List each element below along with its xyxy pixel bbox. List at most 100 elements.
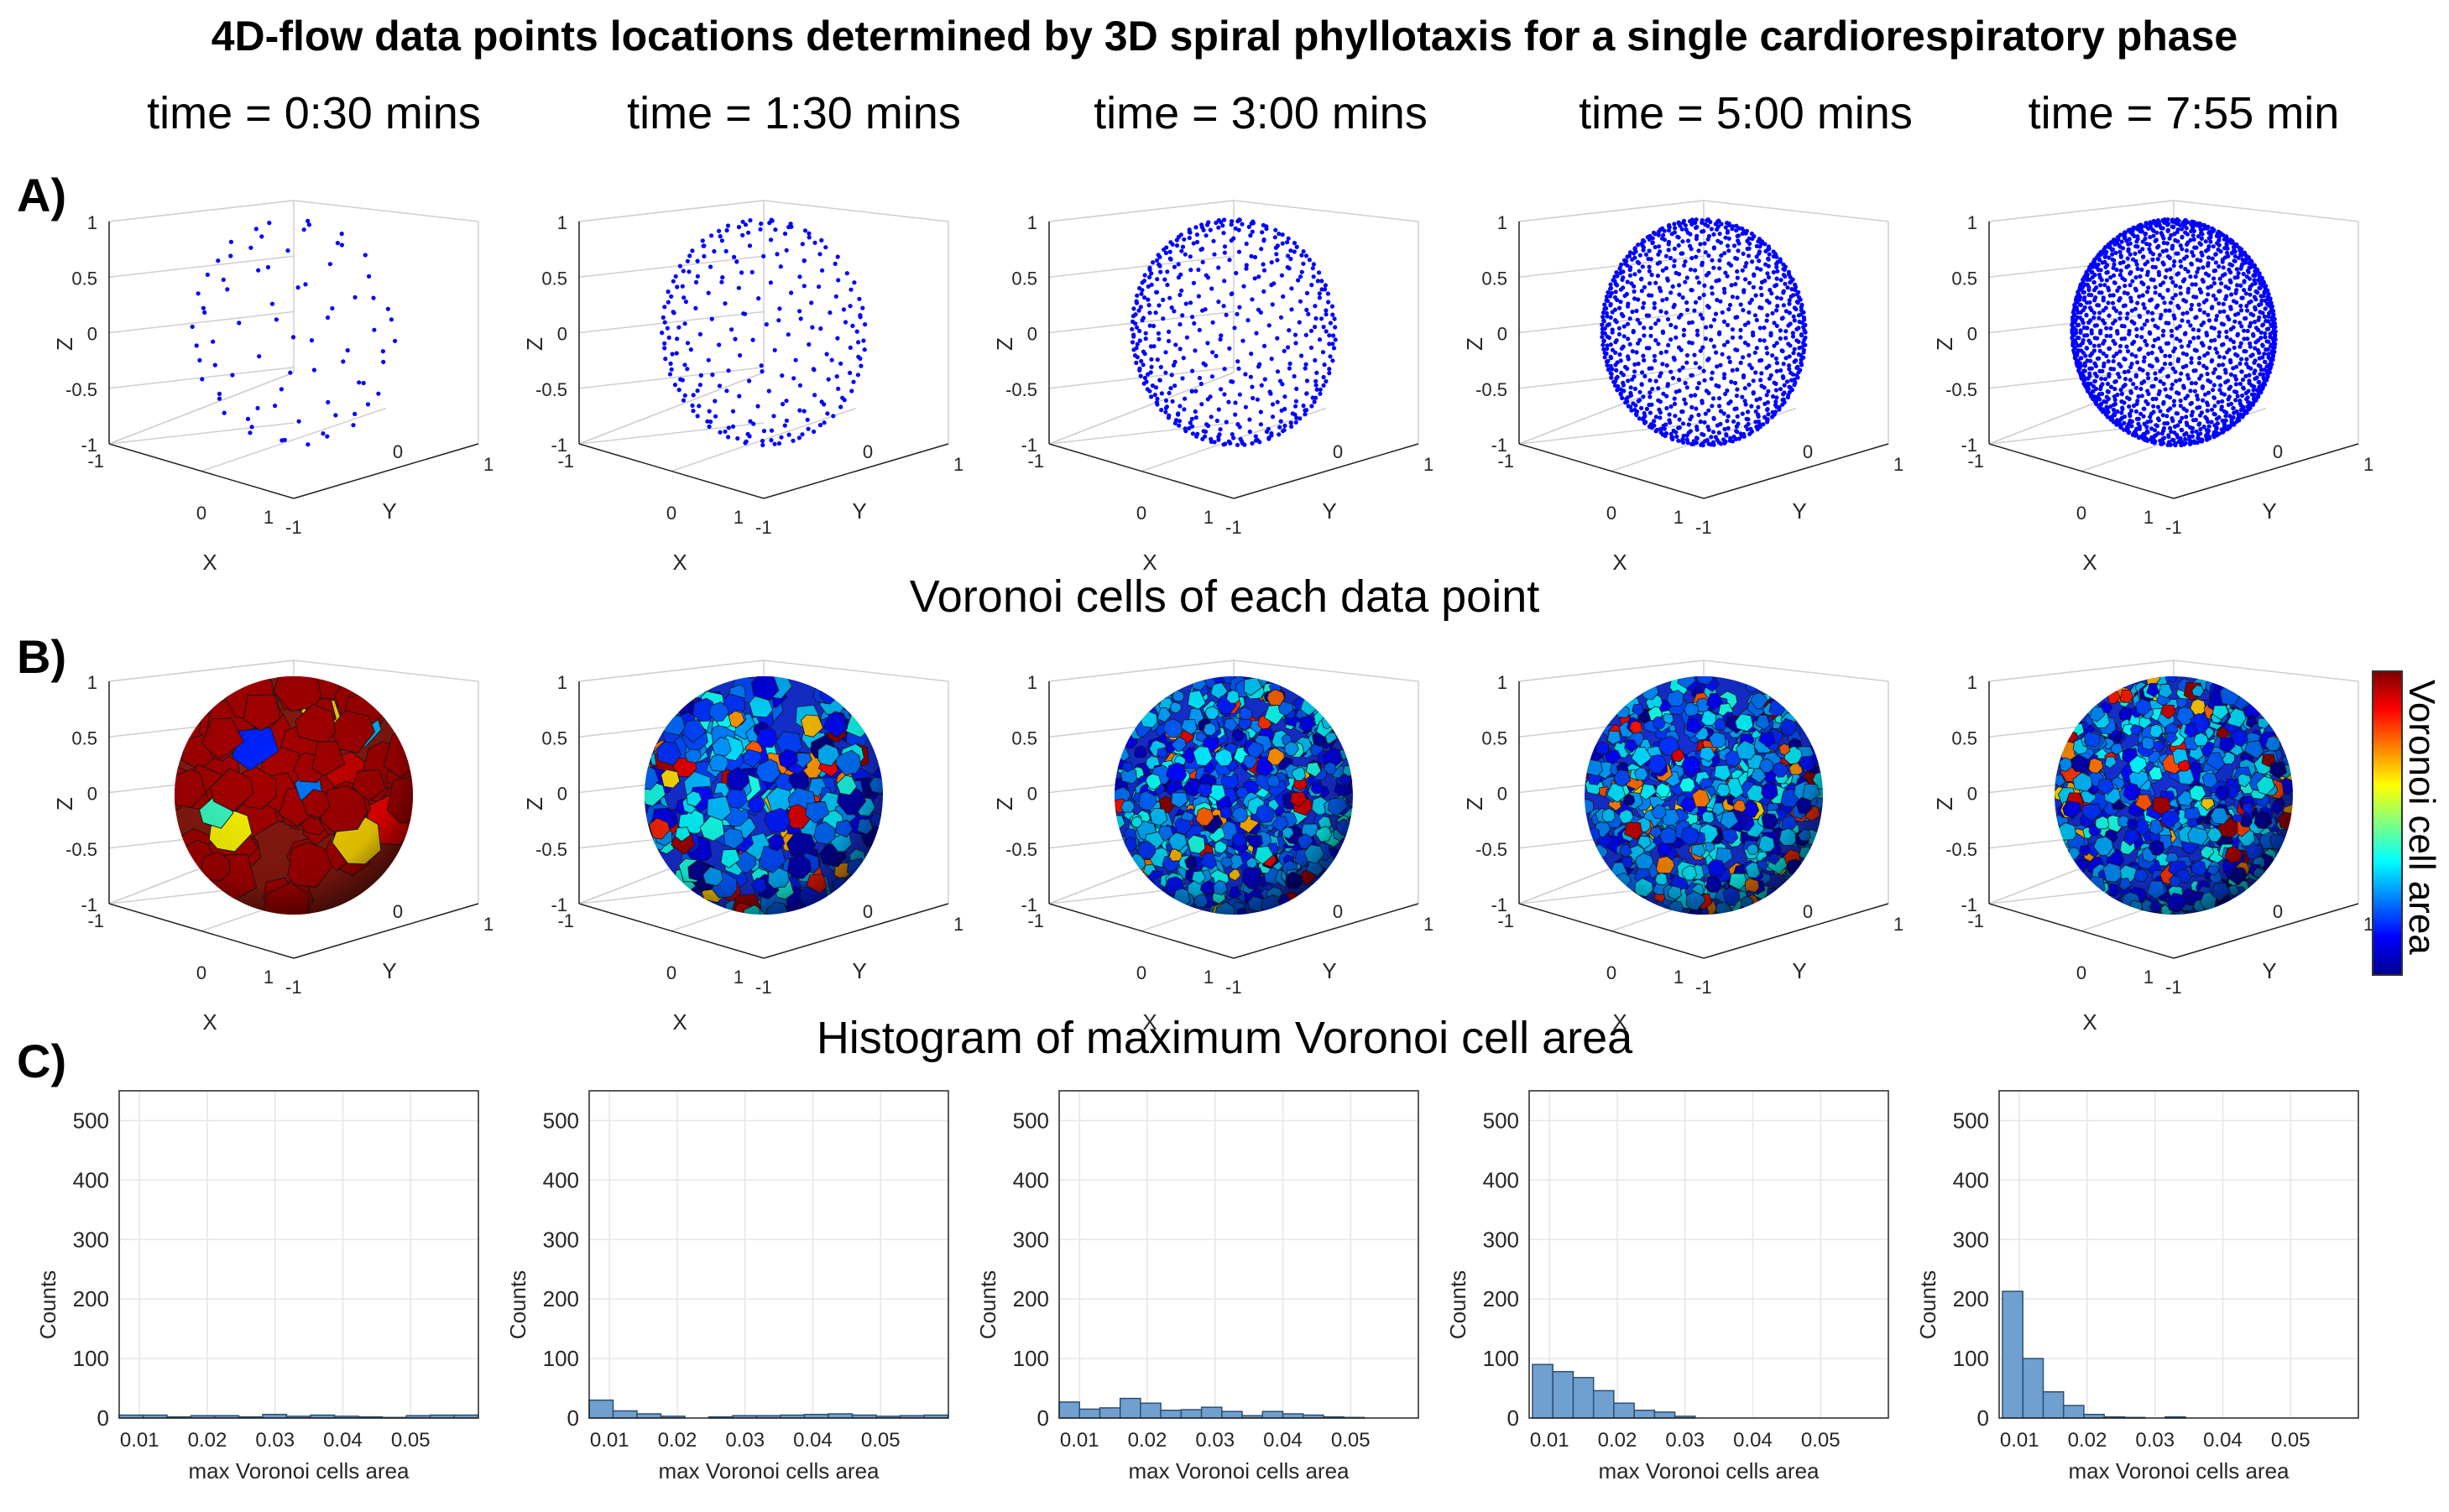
data-point bbox=[769, 428, 775, 433]
data-point bbox=[2234, 364, 2239, 369]
data-point bbox=[672, 383, 678, 388]
data-point bbox=[1621, 334, 1627, 339]
z-tick-label: 1 bbox=[1967, 672, 1977, 693]
data-point bbox=[1704, 325, 1709, 330]
data-point bbox=[2125, 349, 2131, 354]
data-point bbox=[798, 316, 803, 321]
data-point bbox=[1224, 420, 1229, 425]
data-point bbox=[802, 284, 807, 289]
data-point bbox=[2268, 334, 2273, 340]
data-point bbox=[1614, 283, 1620, 288]
data-point bbox=[2214, 313, 2220, 319]
data-point bbox=[1647, 390, 1653, 395]
data-point bbox=[2231, 325, 2236, 330]
data-point bbox=[1287, 361, 1292, 366]
z-tick-label: -1 bbox=[551, 894, 567, 915]
data-point bbox=[1790, 331, 1795, 336]
data-point bbox=[1780, 348, 1785, 354]
data-point bbox=[2197, 404, 2202, 409]
data-point bbox=[2157, 253, 2162, 258]
data-point bbox=[2179, 427, 2184, 432]
data-point bbox=[2188, 401, 2193, 406]
data-point bbox=[1198, 381, 1204, 387]
data-point bbox=[1774, 264, 1779, 269]
data-point bbox=[1194, 434, 1199, 439]
sphere-shading bbox=[1115, 676, 1353, 915]
data-point bbox=[859, 363, 864, 368]
data-point bbox=[1256, 274, 1261, 279]
data-point bbox=[2217, 310, 2222, 315]
data-point bbox=[2111, 358, 2116, 364]
data-point bbox=[1744, 261, 1749, 266]
data-point bbox=[1769, 291, 1774, 296]
data-point bbox=[1208, 227, 1213, 232]
data-point bbox=[1733, 436, 1739, 441]
data-point bbox=[2118, 269, 2123, 274]
data-point bbox=[1706, 233, 1712, 239]
data-point bbox=[2133, 354, 2138, 359]
data-point bbox=[2091, 279, 2097, 285]
data-point bbox=[1765, 407, 1770, 412]
data-point bbox=[855, 373, 860, 378]
data-point bbox=[1303, 253, 1309, 258]
data-point bbox=[1256, 307, 1261, 312]
data-point bbox=[697, 383, 703, 388]
data-point bbox=[2236, 255, 2241, 260]
data-point bbox=[1762, 338, 1767, 343]
data-point bbox=[1274, 252, 1279, 257]
data-point bbox=[2178, 398, 2183, 404]
data-point bbox=[1616, 326, 1621, 331]
data-point bbox=[2081, 337, 2086, 343]
data-point bbox=[2196, 397, 2201, 402]
data-point bbox=[1756, 414, 1761, 419]
data-point bbox=[1694, 225, 1700, 230]
data-point bbox=[2206, 230, 2211, 236]
data-point bbox=[1746, 253, 1752, 258]
data-point bbox=[201, 305, 206, 310]
panel-label-c: C) bbox=[17, 1035, 67, 1087]
data-point bbox=[2180, 227, 2185, 232]
data-point bbox=[1640, 243, 1645, 248]
data-point bbox=[2149, 426, 2154, 431]
data-point bbox=[2092, 361, 2097, 366]
scatter-5 bbox=[2070, 217, 2278, 448]
y-tick-label: 1 bbox=[1423, 914, 1433, 935]
data-point bbox=[2097, 343, 2102, 348]
data-point bbox=[1162, 247, 1167, 253]
data-point bbox=[2133, 433, 2138, 438]
data-point bbox=[1264, 429, 1269, 435]
data-point bbox=[1647, 264, 1652, 269]
data-point bbox=[1310, 266, 1315, 271]
data-point bbox=[200, 377, 205, 382]
data-point bbox=[2111, 265, 2116, 270]
data-point bbox=[1725, 419, 1730, 424]
data-point bbox=[1684, 275, 1689, 280]
data-point bbox=[2091, 315, 2097, 321]
data-point bbox=[1252, 254, 1258, 260]
data-point bbox=[1235, 219, 1240, 224]
data-point bbox=[1618, 358, 1623, 363]
data-point bbox=[1130, 326, 1135, 331]
data-point bbox=[2197, 421, 2202, 426]
data-point bbox=[723, 248, 728, 253]
data-point bbox=[257, 354, 262, 359]
data-point bbox=[1741, 434, 1747, 439]
data-point bbox=[2223, 370, 2228, 375]
data-point bbox=[1328, 354, 1333, 359]
data-point bbox=[2145, 310, 2150, 315]
data-point bbox=[660, 331, 665, 336]
data-point bbox=[2194, 245, 2199, 250]
data-point bbox=[1724, 432, 1729, 437]
data-point bbox=[1718, 362, 1723, 368]
data-point bbox=[1641, 248, 1646, 253]
data-point bbox=[1299, 253, 1304, 258]
data-point bbox=[1751, 284, 1756, 289]
data-point bbox=[2142, 355, 2147, 360]
data-point bbox=[2260, 310, 2265, 315]
data-point bbox=[1743, 231, 1748, 236]
data-point bbox=[1658, 399, 1663, 404]
data-point bbox=[2253, 307, 2258, 312]
data-point bbox=[1753, 370, 1758, 375]
data-point bbox=[1677, 417, 1682, 422]
data-point bbox=[2222, 421, 2227, 426]
